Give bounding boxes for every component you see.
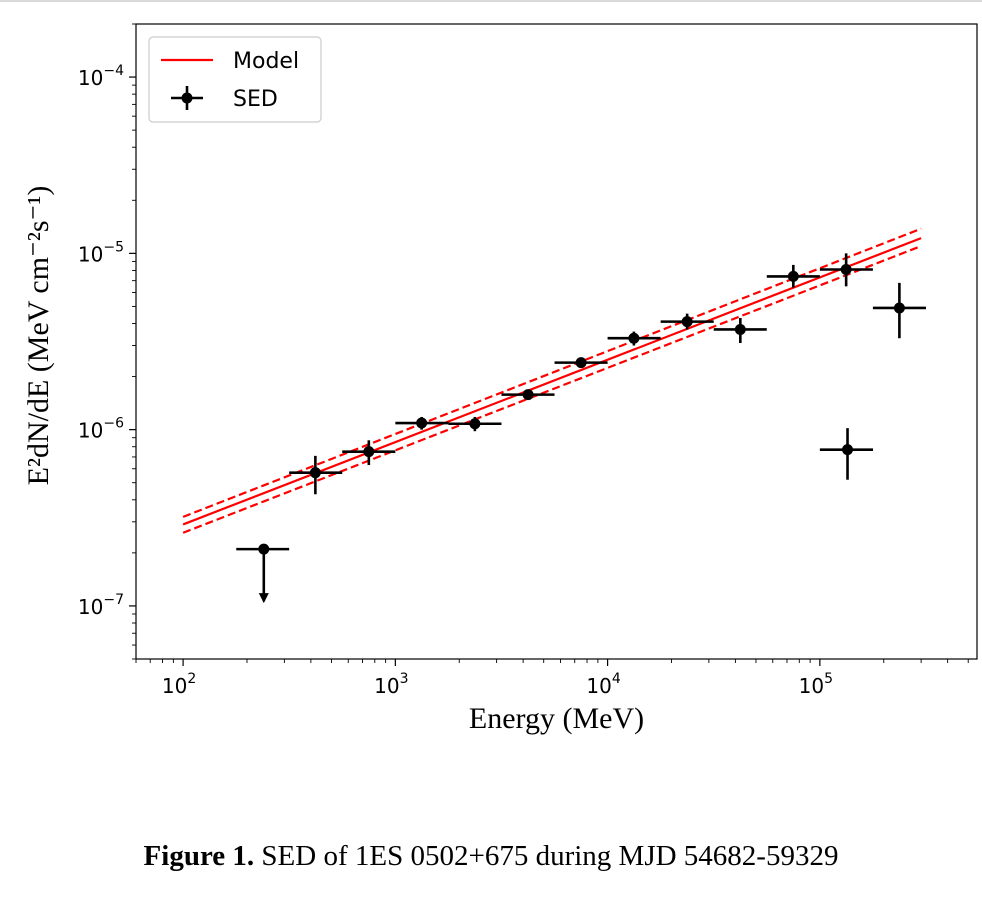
figure-caption-text: SED of 1ES 0502+675 during MJD 54682-593… [261,840,839,872]
plot-area: 102 103 104 105 10−7 10−6 10−5 10−4 Energy (MeV)… [22,23,978,735]
model-lower-band [182,245,922,534]
sed-point-8 [628,332,640,344]
model-line [182,237,922,526]
sed-point-5 [469,418,481,430]
y-tick-label-0: 10−7 [78,592,124,619]
legend-model-label: Model [233,49,299,74]
sed-point-6 [522,389,534,401]
sed-point-13 [893,302,905,314]
sed-point-11 [787,270,799,282]
sed-point-3 [363,446,375,458]
y-tick-label-3: 10−4 [78,63,124,90]
legend-sed-marker [181,92,193,104]
x-tick-label-3: 105 [799,671,833,698]
sed-point-1 [258,543,270,555]
x-tick-label-0: 102 [162,671,196,698]
sed-point-10 [734,323,746,335]
figure-caption: Figure 1. SED of 1ES 0502+675 during MJD… [0,840,982,873]
sed-point-12 [840,263,852,275]
y-axis-title: E²dN/dE (MeV cm⁻²s⁻¹) [22,186,55,486]
axes-frame [135,23,978,660]
x-axis-title: Energy (MeV) [469,702,644,735]
sed-point-2 [309,467,321,479]
legend-box [148,36,322,123]
sed-point-9 [681,316,693,328]
legend-sed-label: SED [233,87,278,112]
y-tick-label-2: 10−5 [78,239,124,266]
y-tick-label-1: 10−6 [78,416,124,443]
x-tick-label-2: 104 [586,671,620,698]
figure-caption-label: Figure 1. [143,840,255,872]
sed-chart: 102 103 104 105 10−7 10−6 10−5 10−4 Energy (MeV)… [22,23,978,735]
x-tick-label-1: 103 [374,671,408,698]
sed-arrow-1 [258,593,269,604]
sed-point-4 [416,417,428,429]
top-divider [0,0,982,2]
sed-point-7 [575,357,587,369]
sed-point-0 [842,444,854,456]
